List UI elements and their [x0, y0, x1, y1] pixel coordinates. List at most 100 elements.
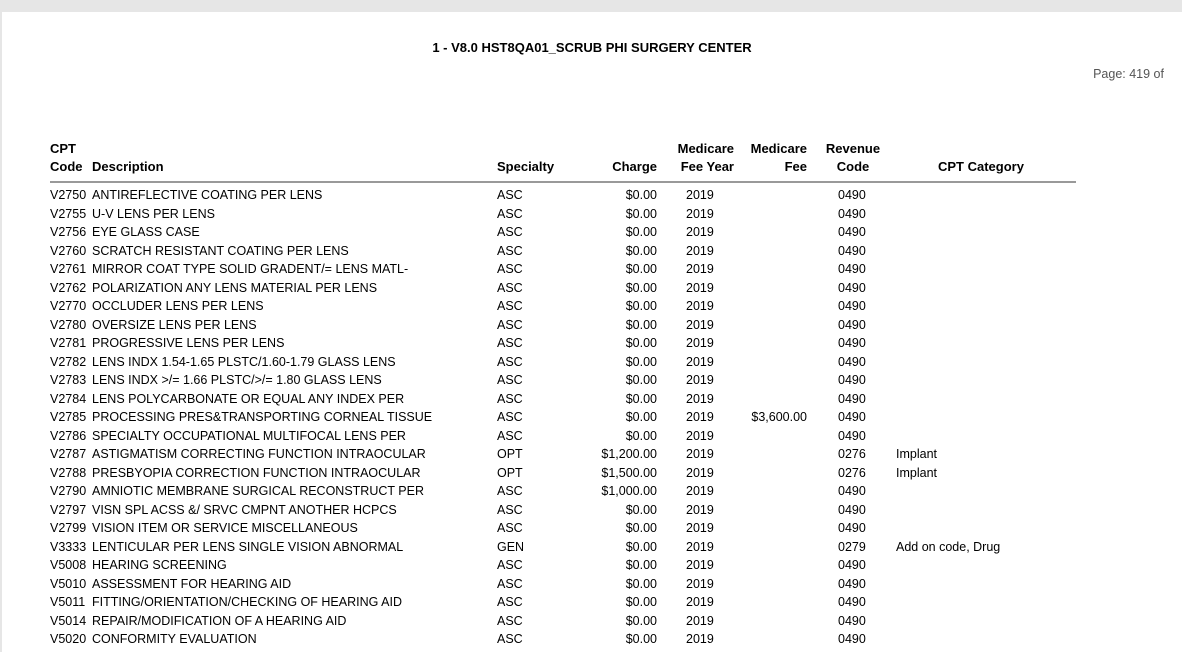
table-row: V5010 ASSESSMENT FOR HEARING AID ASC $0.00 2…: [2, 575, 1182, 594]
table-row: V3333 LENTICULAR PER LENS SINGLE VISION A…: [2, 538, 1182, 557]
cell-medicare-fee-year: 2019: [686, 280, 714, 295]
cell-cpt-code: V2780: [50, 317, 87, 332]
cell-revenue-code: 0490: [838, 206, 866, 221]
cell-charge: $0.00: [625, 188, 657, 202]
table-row: V2755 U-V LENS PER LENS ASC $0.00 2019 0490: [2, 205, 1182, 224]
cell-specialty: ASC: [497, 262, 523, 276]
table-row: V2756 EYE GLASS CASE ASC $0.00 2019 0490: [2, 223, 1182, 242]
cell-specialty: ASC: [497, 225, 523, 239]
cell-charge: $0.00: [625, 391, 657, 406]
cell-medicare-fee-year: 2019: [686, 502, 714, 517]
cell-medicare-fee-year: 2019: [686, 576, 714, 591]
table-row: V2785 PROCESSING PRES&TRANSPORTING CORNEA…: [2, 408, 1182, 427]
cell-medicare-fee-year: 2019: [686, 206, 714, 221]
cell-specialty: ASC: [497, 206, 523, 221]
cell-description: EYE GLASS CASE: [92, 225, 200, 239]
header-line: Code: [50, 159, 83, 174]
cell-charge: $0.00: [625, 354, 657, 369]
cell-cpt-code: V2784: [50, 391, 87, 406]
cell-cpt-code: V2760: [50, 243, 87, 258]
cell-cpt-code: V5011: [50, 595, 86, 609]
header-line: Medicare: [750, 141, 807, 156]
cell-revenue-code: 0490: [838, 243, 866, 258]
cell-medicare-fee-year: 2019: [686, 613, 714, 628]
table-row: V2780 OVERSIZE LENS PER LENS ASC $0.00 2019 0…: [2, 316, 1182, 335]
cell-specialty: ASC: [497, 188, 523, 202]
cell-revenue-code: 0490: [838, 354, 866, 369]
cell-revenue-code: 0490: [838, 317, 866, 332]
cell-cpt-code: V2797: [50, 502, 87, 517]
table-row: V2770 OCCLUDER LENS PER LENS ASC $0.00 2019 0…: [2, 297, 1182, 316]
cell-cpt-code: V2787: [50, 447, 87, 461]
cell-specialty: ASC: [497, 502, 523, 517]
cell-revenue-code: 0490: [838, 484, 866, 498]
cell-description: AMNIOTIC MEMBRANE SURGICAL RECONSTRUCT P…: [92, 484, 424, 498]
cell-description: OCCLUDER LENS PER LENS: [92, 299, 264, 313]
cell-description: ASTIGMATISM CORRECTING FUNCTION INTRAOCU…: [92, 447, 426, 461]
cell-specialty: GEN: [497, 539, 525, 554]
cell-medicare-fee-year: 2019: [686, 299, 714, 313]
cell-description: OVERSIZE LENS PER LENS: [92, 317, 257, 332]
cell-revenue-code: 0490: [838, 188, 866, 202]
cell-specialty: ASC: [497, 558, 523, 572]
cell-cpt-code: V2783: [50, 373, 87, 387]
cell-medicare-fee-year: 2019: [686, 354, 714, 369]
cell-medicare-fee-year: 2019: [686, 243, 714, 258]
cell-cpt-category: Implant: [896, 465, 937, 480]
cell-medicare-fee-year: 2019: [686, 539, 714, 554]
cell-revenue-code: 0490: [838, 280, 866, 295]
cell-description: U-V LENS PER LENS: [92, 206, 215, 221]
cell-medicare-fee-year: 2019: [686, 595, 714, 609]
cell-specialty: ASC: [497, 410, 523, 424]
header-specialty: Specialty: [497, 159, 555, 174]
cell-cpt-code: V2788: [50, 465, 87, 480]
table-row: V5020 CONFORMITY EVALUATION ASC $0.00 2019 04…: [2, 630, 1182, 649]
cell-medicare-fee-year: 2019: [686, 336, 714, 350]
table-row: V2762 POLARIZATION ANY LENS MATERIAL PER …: [2, 279, 1182, 298]
cell-description: LENS INDX 1.54-1.65 PLSTC/1.60-1.79 GLAS…: [92, 354, 396, 369]
table-row: V5014 REPAIR/MODIFICATION OF A HEARING AI…: [2, 612, 1182, 631]
cell-specialty: ASC: [497, 373, 523, 387]
cell-cpt-code: V2786: [50, 428, 87, 443]
cell-description: CONFORMITY EVALUATION: [92, 632, 257, 646]
report-page: 1 - V8.0 HST8QA01_SCRUB PHI SURGERY CENT…: [2, 12, 1182, 652]
page-number: Page: 419 of: [1093, 67, 1164, 81]
cell-specialty: ASC: [497, 317, 523, 332]
cell-description: PRESBYOPIA CORRECTION FUNCTION INTRAOCUL…: [92, 465, 421, 480]
cell-description: LENS POLYCARBONATE OR EQUAL ANY INDEX PE…: [92, 391, 405, 406]
table-row: V2784 LENS POLYCARBONATE OR EQUAL ANY IND…: [2, 390, 1182, 409]
header-medicare-fee: Medicare Fee: [751, 140, 807, 176]
cell-revenue-code: 0490: [838, 391, 866, 406]
table-row: V2786 SPECIALTY OCCUPATIONAL MULTIFOCAL L…: [2, 427, 1182, 446]
cell-charge: $0.00: [625, 336, 657, 350]
cell-description: REPAIR/MODIFICATION OF A HEARING AID: [92, 613, 347, 628]
cell-medicare-fee-year: 2019: [686, 188, 714, 202]
cell-charge: $0.00: [625, 539, 657, 554]
cell-specialty: ASC: [497, 595, 523, 609]
header-line: CPT: [50, 141, 76, 156]
cell-charge: $0.00: [625, 502, 657, 517]
cell-medicare-fee-year: 2019: [686, 447, 714, 461]
cell-specialty: OPT: [497, 465, 523, 480]
table-row: V2790 AMNIOTIC MEMBRANE SURGICAL RECONSTR…: [2, 482, 1182, 501]
cell-medicare-fee-year: 2019: [686, 632, 714, 646]
cell-charge: $0.00: [625, 317, 657, 332]
cell-description: PROGRESSIVE LENS PER LENS: [92, 336, 285, 350]
cell-revenue-code: 0490: [838, 373, 866, 387]
cell-description: LENTICULAR PER LENS SINGLE VISION ABNORM…: [92, 539, 404, 554]
cell-specialty: ASC: [497, 613, 523, 628]
header-line: Fee Year: [680, 159, 734, 174]
cell-cpt-code: V2755: [50, 206, 87, 221]
cell-cpt-code: V2799: [50, 521, 87, 535]
cell-medicare-fee-year: 2019: [686, 521, 714, 535]
cell-charge: $0.00: [625, 521, 657, 535]
cell-description: SCRATCH RESISTANT COATING PER LENS: [92, 243, 349, 258]
table-row: V2781 PROGRESSIVE LENS PER LENS ASC $0.00 20…: [2, 334, 1182, 353]
cell-revenue-code: 0490: [838, 225, 866, 239]
cell-charge: $0.00: [625, 410, 657, 424]
cell-specialty: ASC: [497, 484, 523, 498]
cell-cpt-code: V2782: [50, 354, 87, 369]
cell-charge: $1,000.00: [601, 484, 657, 498]
cell-cpt-code: V5010: [50, 576, 87, 591]
cell-charge: $0.00: [625, 280, 657, 295]
